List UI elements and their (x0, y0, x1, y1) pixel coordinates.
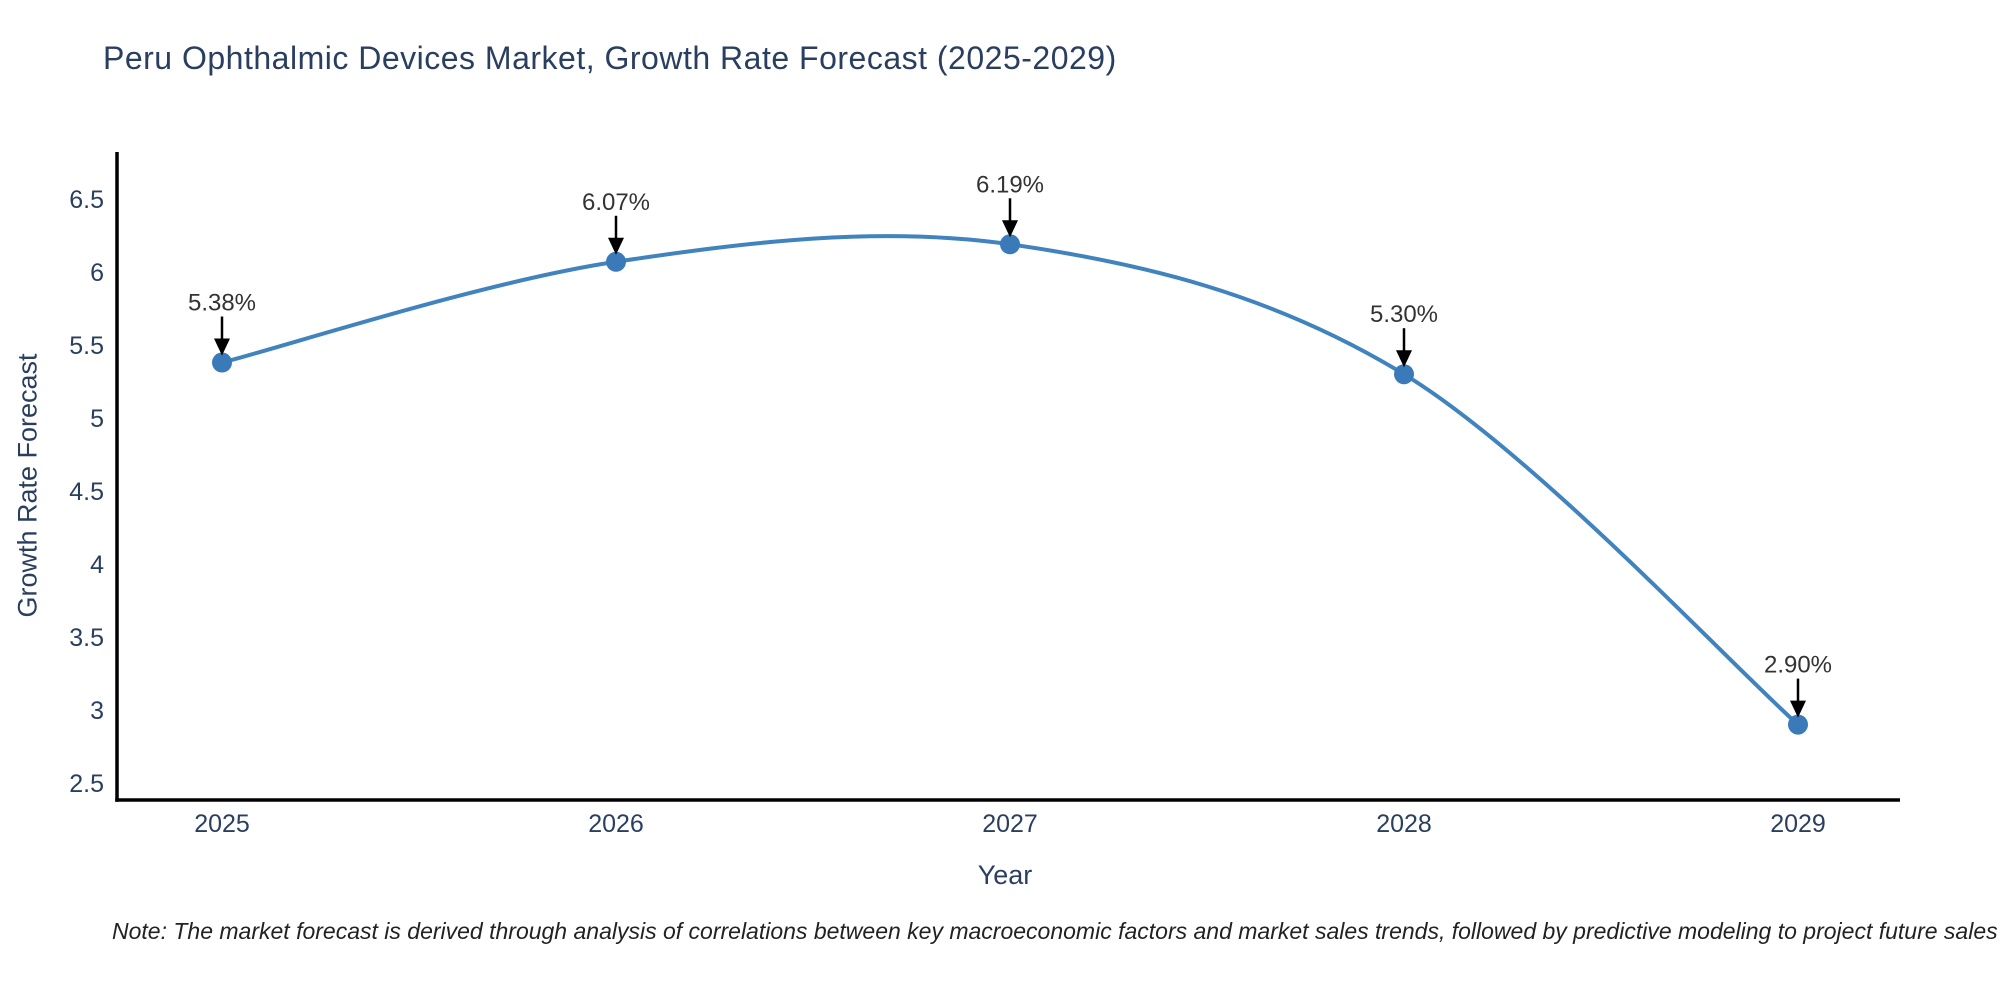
data-point-marker (1000, 234, 1020, 255)
y-tick-label: 5 (90, 405, 104, 433)
x-tick-label: 2026 (588, 810, 644, 838)
data-point-marker (606, 251, 626, 272)
data-point-label: 6.19% (976, 171, 1044, 198)
y-tick-label: 4.5 (69, 478, 104, 506)
y-tick-label: 6 (90, 259, 104, 287)
footnote: Note: The market forecast is derived thr… (112, 918, 1998, 944)
y-tick-label: 3.5 (69, 624, 104, 652)
annotation-arrow-head (608, 237, 624, 255)
data-point-label: 2.90% (1764, 652, 1832, 679)
data-point-marker (212, 352, 232, 373)
chart-title: Peru Ophthalmic Devices Market, Growth R… (103, 40, 1117, 76)
annotation-arrow-head (214, 338, 230, 356)
y-tick-label: 3 (90, 697, 104, 725)
annotation-arrow-head (1396, 350, 1412, 368)
x-axis-title: Year (977, 860, 1033, 890)
forecast-line (220, 234, 1800, 727)
annotation-arrow-head (1002, 220, 1018, 238)
y-tick-label: 5.5 (69, 332, 104, 360)
data-point-marker (1394, 364, 1414, 385)
data-point-label: 5.30% (1370, 301, 1438, 328)
x-tick-label: 2029 (1770, 810, 1826, 838)
x-tick-label: 2027 (982, 810, 1038, 838)
annotation-arrow-head (1790, 700, 1806, 718)
y-tick-label: 4 (90, 551, 104, 579)
x-tick-label: 2025 (194, 810, 250, 838)
x-tick-label: 2028 (1376, 810, 1432, 838)
y-tick-label: 6.5 (69, 186, 104, 214)
data-point-marker (1788, 714, 1808, 735)
data-point-label: 6.07% (582, 189, 650, 216)
y-tick-label: 2.5 (69, 770, 104, 798)
data-point-label: 5.38% (188, 290, 256, 317)
